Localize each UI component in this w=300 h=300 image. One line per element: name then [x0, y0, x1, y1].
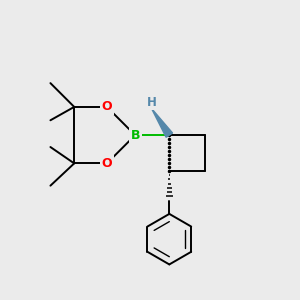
- Text: B: B: [130, 129, 140, 142]
- Polygon shape: [152, 108, 172, 137]
- Text: O: O: [102, 100, 112, 113]
- Text: O: O: [102, 157, 112, 170]
- Text: H: H: [146, 96, 156, 109]
